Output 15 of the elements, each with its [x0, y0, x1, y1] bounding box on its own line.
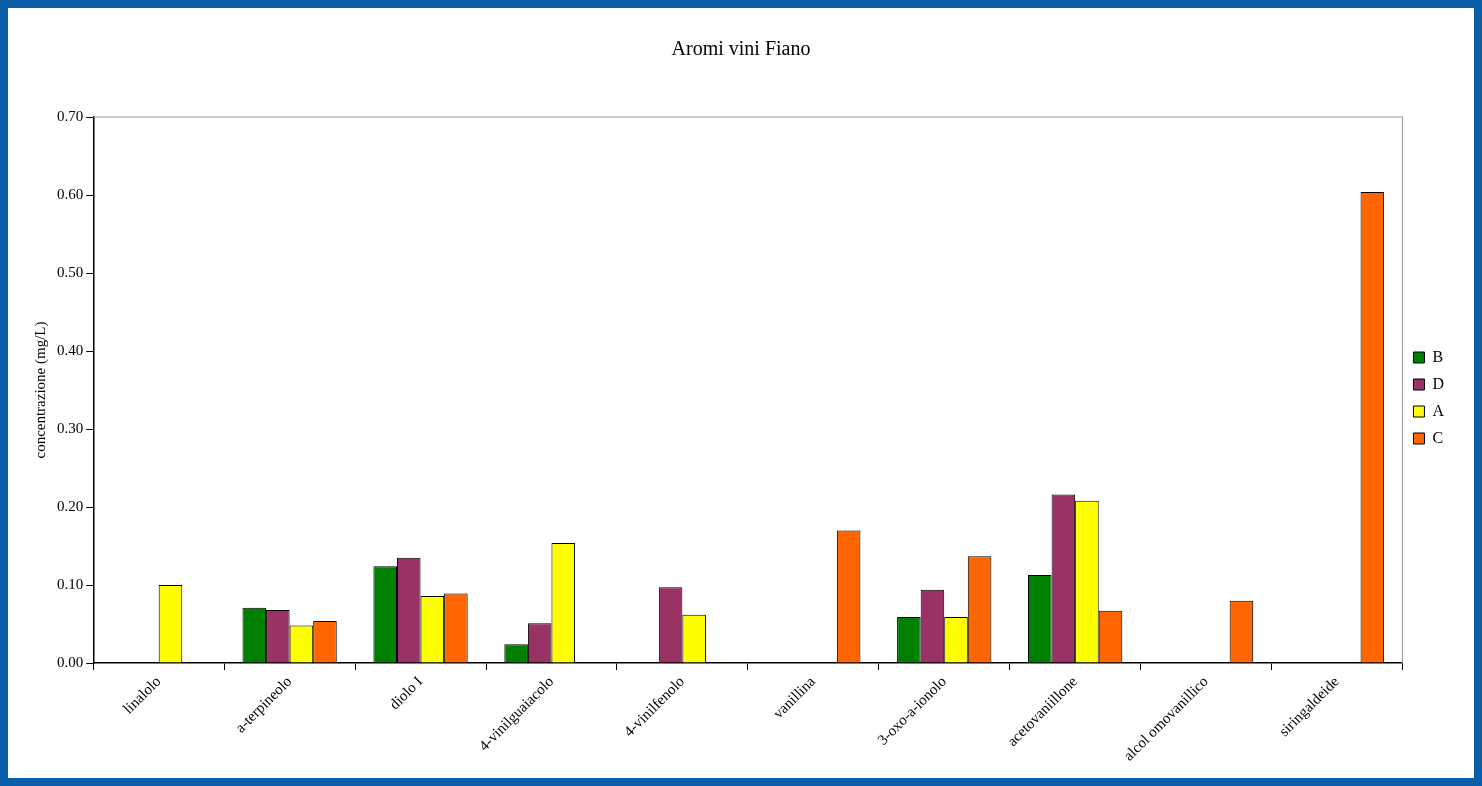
legend-label: A [1432, 401, 1445, 419]
legend-label: D [1432, 374, 1445, 392]
y-tick-label: 0.20 [57, 497, 84, 514]
y-tick-label: 0.00 [57, 653, 84, 670]
y-tick-label: 0.40 [57, 341, 84, 358]
y-tick-label: 0.60 [57, 185, 84, 202]
y-tick-label: 0.70 [57, 107, 84, 124]
x-tick-label: diolo I [386, 672, 426, 713]
y-tick-label: 0.10 [57, 575, 84, 592]
y-tick-label: 0.30 [57, 419, 84, 436]
y-axis-title: concentrazione (mg/L) [31, 321, 49, 459]
legend-label: C [1432, 428, 1444, 446]
legend-label: B [1432, 347, 1444, 365]
y-tick-label: 0.50 [57, 263, 84, 280]
chart-title: Aromi vini Fiano [671, 37, 811, 60]
